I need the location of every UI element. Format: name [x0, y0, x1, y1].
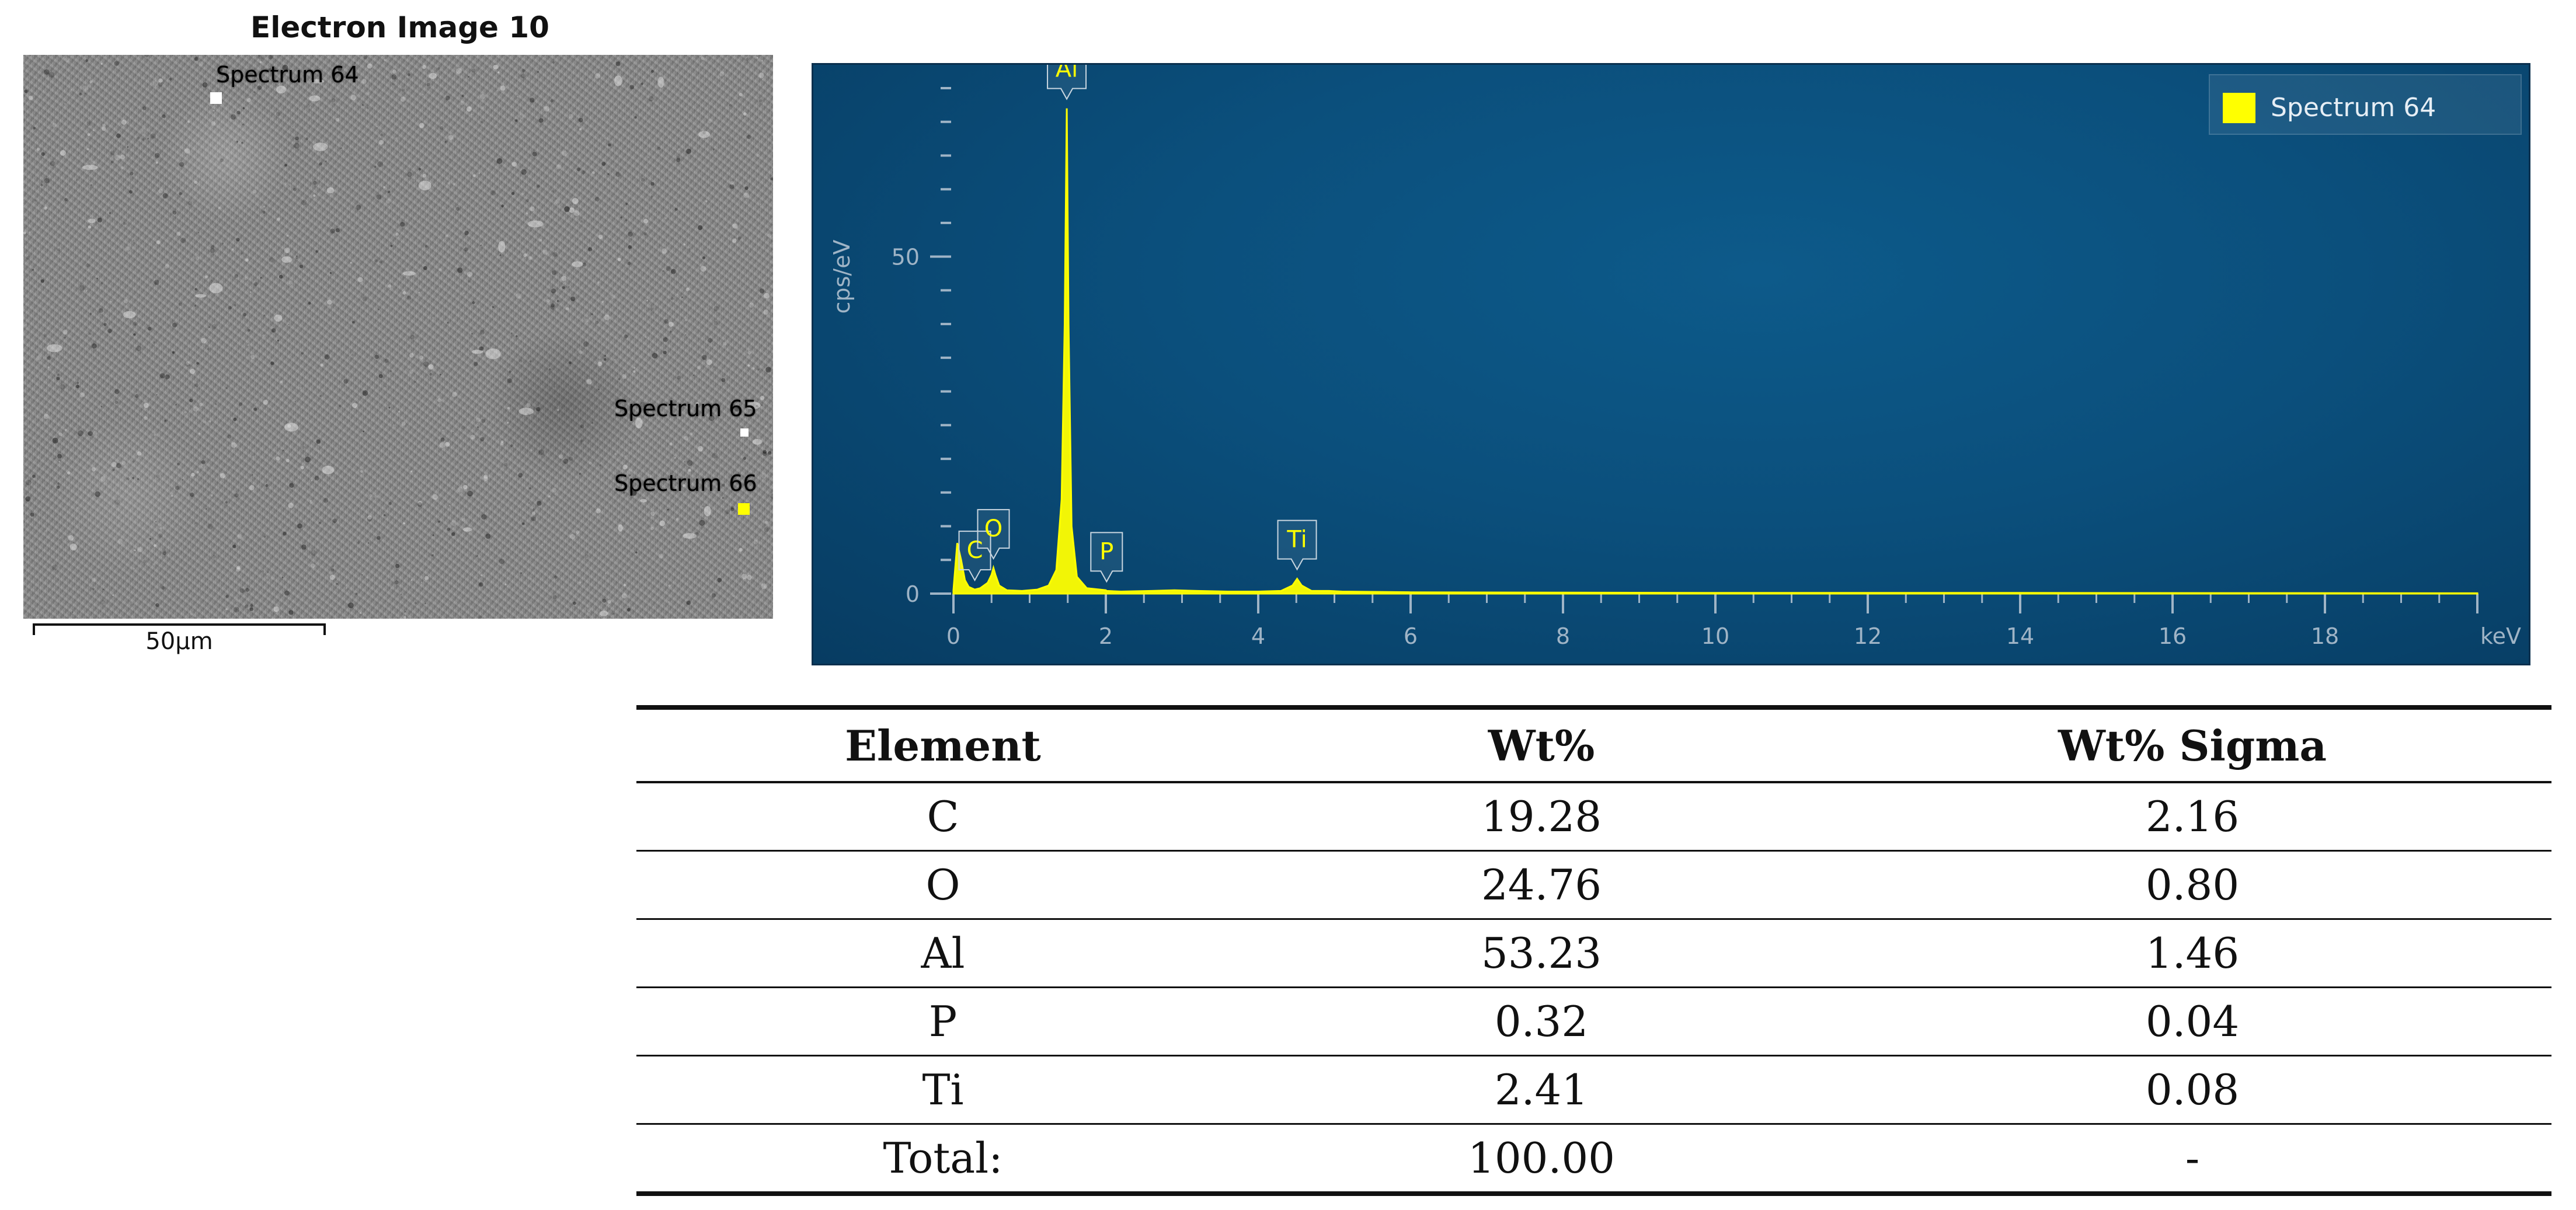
- y-tick-label: 0: [906, 581, 920, 607]
- y-tick-label: 50: [892, 245, 920, 270]
- cell-element: O: [636, 850, 1249, 920]
- table-row-total: Total: 100.00 -: [636, 1124, 2551, 1196]
- electron-image: Spectrum 64 Spectrum 65 Spectrum 66: [23, 55, 773, 619]
- peak-label-box: [1277, 519, 1317, 571]
- eds-spectrum-chart: 0 2 4 6 8 10 12 14 16 18 keV 0 50 cps/eV C O Al P Ti Spect…: [812, 63, 2530, 665]
- cell-wt: 53.23: [1249, 919, 1833, 988]
- spectrum-plot: 0 2 4 6 8 10 12 14 16 18 keV 0 50 cps/eV CO Al P Ti: [829, 65, 2521, 649]
- composition-table: Element Wt% Wt% Sigma C 19.28 2.16 O 24.…: [636, 705, 2551, 1196]
- x-tick-label: 8: [1556, 623, 1570, 649]
- spectrum-64-label: Spectrum 64: [216, 62, 359, 88]
- cell-wt-sigma: -: [1833, 1124, 2551, 1196]
- x-tick-label: 10: [1701, 623, 1729, 649]
- peak-label-p: P: [1099, 538, 1113, 565]
- peak-label-al: Al: [1056, 65, 1078, 83]
- table-row: P 0.32 0.04: [636, 987, 2551, 1056]
- spectrum-64-marker[interactable]: [210, 92, 222, 104]
- header-element: Element: [636, 705, 1249, 783]
- peak-label-box: [1090, 532, 1123, 583]
- table-row: O 24.76 0.80: [636, 850, 2551, 920]
- x-tick-label: 6: [1404, 623, 1418, 649]
- header-wt-sigma: Wt% Sigma: [1833, 705, 2551, 783]
- peak-label-ti: Ti: [1286, 526, 1307, 553]
- cell-element: C: [636, 782, 1249, 852]
- y-axis-label: cps/eV: [829, 240, 855, 314]
- cell-wt: 24.76: [1249, 850, 1833, 920]
- legend: Spectrum 64: [2209, 74, 2522, 135]
- spectrum-66-label: Spectrum 66: [614, 470, 757, 496]
- x-tick-label: 0: [946, 623, 960, 649]
- peak-label-o: O: [984, 515, 1002, 542]
- cell-wt-sigma: 0.80: [1833, 850, 2551, 920]
- cell-wt-sigma: 2.16: [1833, 782, 2551, 852]
- cell-element: Total:: [636, 1124, 1249, 1196]
- spectrum-64-series: [952, 108, 2478, 595]
- cell-wt: 0.32: [1249, 987, 1833, 1056]
- header-wt: Wt%: [1249, 705, 1833, 783]
- x-tick-label: 18: [2311, 623, 2339, 649]
- table-row: Ti 2.41 0.08: [636, 1055, 2551, 1125]
- cell-wt: 19.28: [1249, 782, 1833, 852]
- table-row: Al 53.23 1.46: [636, 919, 2551, 988]
- cell-wt-sigma: 0.08: [1833, 1055, 2551, 1125]
- electron-image-title: Electron Image 10: [250, 11, 549, 44]
- x-tick-label: 16: [2159, 623, 2187, 649]
- scale-bar: [33, 623, 326, 635]
- legend-label: Spectrum 64: [2271, 93, 2436, 123]
- cell-element: Al: [636, 919, 1249, 988]
- legend-swatch: [2223, 93, 2255, 123]
- x-axis-label: keV: [2480, 623, 2521, 649]
- scale-bar-label: 50µm: [145, 628, 213, 655]
- cell-element: Ti: [636, 1055, 1249, 1125]
- peak-label-box: [1047, 65, 1087, 100]
- table-header-row: Element Wt% Wt% Sigma: [636, 705, 2551, 783]
- peak-label-c: C: [967, 537, 983, 564]
- cell-wt-sigma: 1.46: [1833, 919, 2551, 988]
- cell-element: P: [636, 987, 1249, 1056]
- peak-label-box: [958, 531, 991, 582]
- electron-image-texture: [23, 55, 773, 619]
- spectrum-65-label: Spectrum 65: [614, 396, 757, 421]
- peak-label-box: [977, 509, 1010, 560]
- x-tick-label: 14: [2006, 623, 2034, 649]
- table-row: C 19.28 2.16: [636, 782, 2551, 852]
- x-tick-label: 12: [1854, 623, 1882, 649]
- cell-wt: 2.41: [1249, 1055, 1833, 1125]
- cell-wt: 100.00: [1249, 1124, 1833, 1196]
- x-tick-label: 4: [1251, 623, 1265, 649]
- cell-wt-sigma: 0.04: [1833, 987, 2551, 1056]
- spectrum-65-marker[interactable]: [740, 428, 749, 437]
- spectrum-66-marker[interactable]: [738, 503, 750, 515]
- x-tick-label: 2: [1099, 623, 1113, 649]
